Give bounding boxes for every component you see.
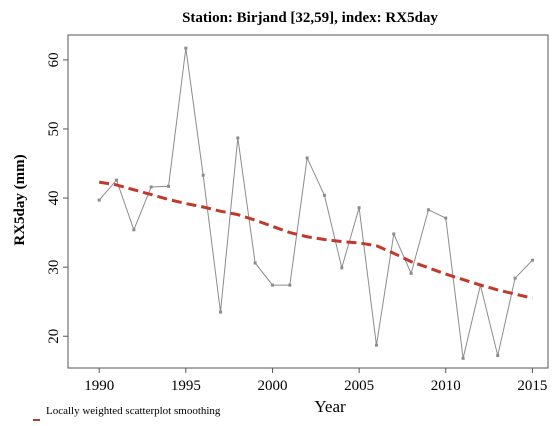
point [132,228,136,232]
series-line [98,180,533,300]
point [236,136,240,140]
y-tick-label: 20 [46,329,62,344]
point [270,283,274,287]
plot-frame [67,34,549,369]
point [184,46,188,50]
y-axis-label: RX5day (mm) [12,154,28,245]
x-tick-label: 1995 [171,378,201,394]
legend-label: Locally weighted scatterplot smoothing [46,405,221,417]
x-tick-label: 2015 [517,378,547,394]
y-tick-label: 40 [46,191,62,206]
y-tick-label: 50 [46,121,62,136]
x-tick-label: 2005 [344,378,374,394]
x-tick-label: 2000 [257,378,287,394]
point [513,276,517,280]
point [167,184,171,188]
point [392,232,396,236]
point [374,343,378,347]
point [409,271,413,275]
y-tick-label: 60 [46,52,62,67]
point [357,206,361,210]
point [340,266,344,270]
point [97,198,101,202]
point [305,156,309,160]
point [530,258,534,262]
point [496,354,500,358]
point [115,178,119,182]
point [461,356,465,360]
series-line [98,48,533,359]
point [149,185,153,189]
point [218,310,222,314]
point [426,208,430,212]
x-axis-label: Year [314,397,346,416]
point [201,173,205,177]
x-tick-label: 2010 [431,378,461,394]
point [444,216,448,220]
point [322,193,326,197]
point [288,283,292,287]
point [253,261,257,265]
y-tick-label: 30 [46,260,62,275]
x-tick-label: 1990 [84,378,114,394]
chart-title: Station: Birjand [32,59], index: RX5day [182,10,438,26]
